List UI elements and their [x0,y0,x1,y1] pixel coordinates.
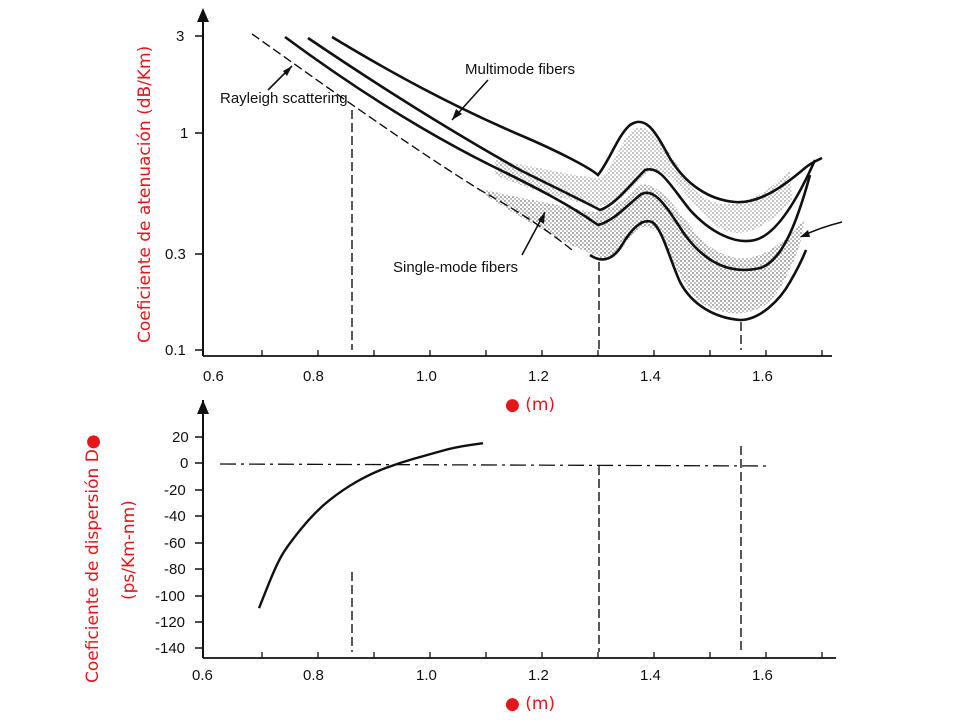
dispersion-reference-lines [351,446,742,652]
dispersion-y-axis-unit: (ps/Km-nm) [119,500,139,600]
attenuation-y-ticks: 3 1 0.3 0.1 [165,28,203,359]
y-tick-label: 0.3 [165,246,186,263]
attenuation-reference-lines [351,110,742,350]
y-tick-label: 20 [172,429,189,446]
x-tick-label: 1.6 [752,368,773,385]
x-tick-label: 0.8 [303,368,324,385]
x-tick-label: 1.4 [640,667,661,684]
y-tick-label: 3 [176,28,184,45]
x-tick-label: 0.8 [303,667,324,684]
y-tick-label: 0 [180,455,188,472]
attenuation-annotations: Multimode fibers Rayleigh scattering Sin… [220,61,843,276]
x-tick-label: 0.6 [192,667,213,684]
attenuation-x-axis-title: ● (m) [505,395,555,415]
y-tick-label: -40 [164,508,186,525]
dispersion-curve [257,442,484,609]
single-mode-fiber-lower-curve [589,219,808,322]
rayleigh-scattering-curve [251,33,573,251]
y-tick-label: -60 [164,535,186,552]
dispersion-x-ticks: 0.6 0.8 1.0 1.2 1.4 1.6 [192,652,823,684]
x-tick-label: 1.0 [416,667,437,684]
dispersion-chart: 20 0 -20 -40 -60 -80 -100 -120 -140 0.6 … [83,400,836,714]
x-tick-label: 1.4 [640,368,661,385]
attenuation-chart: 3 1 0.3 0.1 0.6 0.8 1.0 1.2 1.4 1.6 [135,8,843,415]
attenuation-curves [251,33,823,322]
y-tick-label: 1 [180,125,188,142]
single-mode-fiber-upper-curve [307,36,817,243]
x-tick-label: 1.0 [416,368,437,385]
multimode-pointer-head [452,109,462,120]
y-tick-label: -20 [164,482,186,499]
edge-pointer-head [800,230,810,237]
x-tick-label: 1.2 [528,667,549,684]
single-mode-shaded-region [485,184,805,314]
y-tick-label: -140 [155,640,185,657]
single-mode-fibers-label: Single-mode fibers [393,259,518,276]
y-tick-label: 0.1 [165,342,186,359]
attenuation-y-axis-title: Coeficiente de atenuación (dB/Km) [135,46,155,343]
multimode-fibers-label: Multimode fibers [465,61,575,78]
zero-dispersion-line [219,463,771,467]
single-mode-pointer-head [538,212,545,224]
y-tick-label: -120 [155,614,185,631]
dispersion-axes [197,400,836,659]
multimode-shaded-region [495,127,792,233]
attenuation-axes [197,8,832,357]
rayleigh-pointer-head [283,66,292,76]
x-tick-label: 1.2 [528,368,549,385]
x-tick-label: 0.6 [203,368,224,385]
single-mode-fiber-middle-curve [284,35,812,272]
rayleigh-scattering-label: Rayleigh scattering [220,90,348,107]
dispersion-x-axis-title: ● (m) [505,694,555,714]
rayleigh-scattering-text: Rayleigh scattering [220,90,348,107]
y-tick-label: -100 [155,588,185,605]
attenuation-x-ticks: 0.6 0.8 1.0 1.2 1.4 1.6 [203,350,823,385]
x-tick-label: 1.6 [752,667,773,684]
dispersion-y-axis-title: Coeficiente de dispersión D● [83,434,103,683]
y-tick-label: -80 [164,561,186,578]
multimode-fiber-curve [331,35,823,204]
dispersion-y-ticks: 20 0 -20 -40 -60 -80 -100 -120 -140 [155,429,203,657]
